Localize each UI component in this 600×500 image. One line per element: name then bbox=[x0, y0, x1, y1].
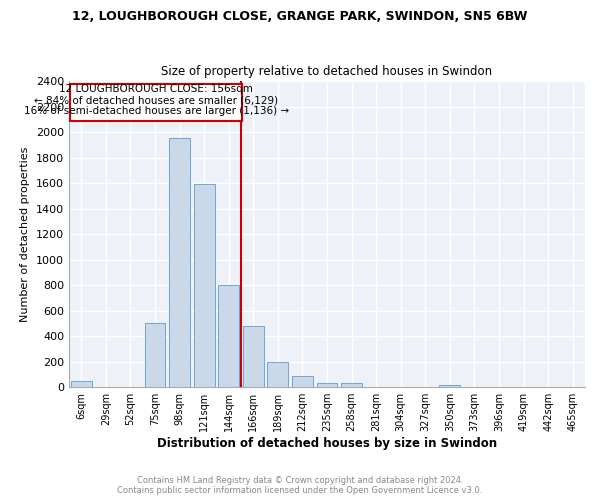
Bar bbox=[70, 84, 242, 120]
Bar bbox=[317, 382, 337, 387]
Bar bbox=[439, 386, 460, 387]
Text: 16% of semi-detached houses are larger (1,136) →: 16% of semi-detached houses are larger (… bbox=[23, 106, 289, 116]
Text: Contains HM Land Registry data © Crown copyright and database right 2024.
Contai: Contains HM Land Registry data © Crown c… bbox=[118, 476, 482, 495]
Y-axis label: Number of detached properties: Number of detached properties bbox=[20, 146, 30, 322]
Bar bbox=[341, 384, 362, 387]
Bar bbox=[268, 362, 288, 387]
Text: ← 84% of detached houses are smaller (6,129): ← 84% of detached houses are smaller (6,… bbox=[34, 95, 278, 105]
X-axis label: Distribution of detached houses by size in Swindon: Distribution of detached houses by size … bbox=[157, 437, 497, 450]
Bar bbox=[218, 285, 239, 387]
Text: 12 LOUGHBOROUGH CLOSE: 156sqm: 12 LOUGHBOROUGH CLOSE: 156sqm bbox=[59, 84, 253, 94]
Bar bbox=[194, 184, 215, 387]
Bar bbox=[145, 324, 166, 387]
Title: Size of property relative to detached houses in Swindon: Size of property relative to detached ho… bbox=[161, 66, 493, 78]
Bar bbox=[169, 138, 190, 387]
Text: 12, LOUGHBOROUGH CLOSE, GRANGE PARK, SWINDON, SN5 6BW: 12, LOUGHBOROUGH CLOSE, GRANGE PARK, SWI… bbox=[73, 10, 527, 23]
Bar bbox=[243, 326, 264, 387]
Bar bbox=[292, 376, 313, 387]
Bar bbox=[71, 381, 92, 387]
